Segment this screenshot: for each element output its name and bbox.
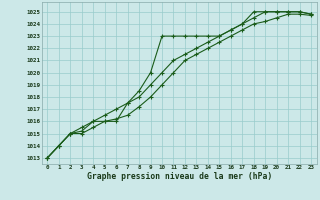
X-axis label: Graphe pression niveau de la mer (hPa): Graphe pression niveau de la mer (hPa) <box>87 172 272 181</box>
